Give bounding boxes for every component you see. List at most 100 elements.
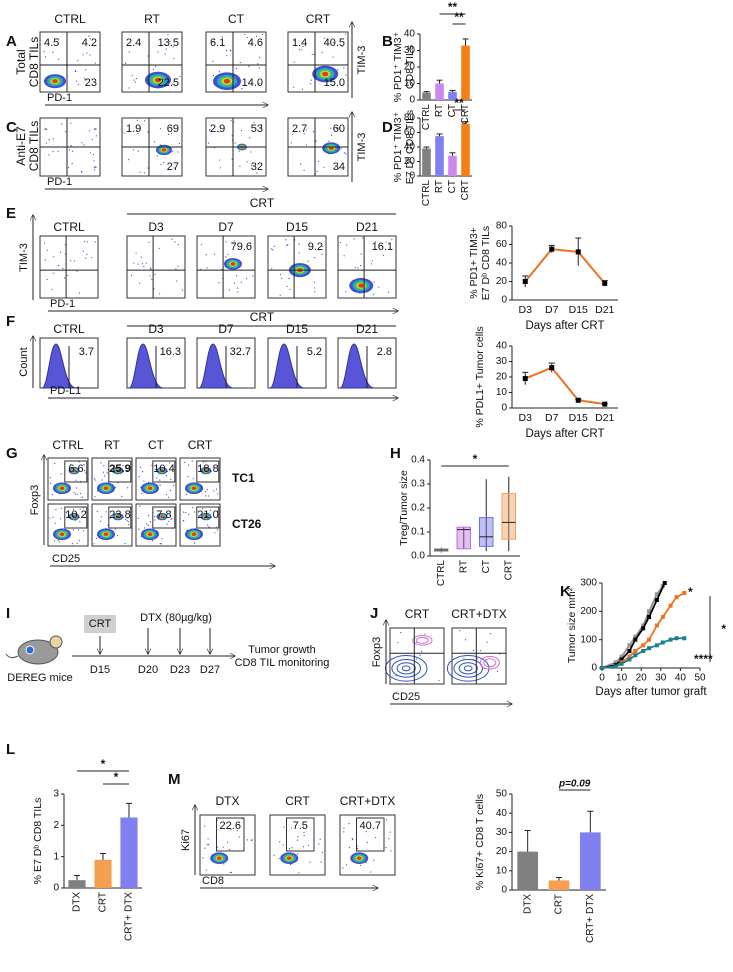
cell-dot [91, 138, 93, 141]
cell-dot [365, 831, 367, 833]
cell-dot [182, 520, 184, 522]
marker [654, 598, 659, 602]
marker [647, 609, 652, 614]
marker [619, 661, 624, 666]
cell-dot [72, 150, 74, 152]
cell-dot [260, 124, 263, 126]
cell-dot [286, 244, 288, 247]
box [456, 526, 471, 550]
cell-density [204, 515, 208, 519]
y-tick-label: 30 [404, 45, 416, 56]
cell-dot [82, 54, 84, 56]
cell-dot [128, 51, 130, 53]
cell-dot [137, 150, 139, 152]
gate-value: 6.1 [210, 37, 225, 49]
y-tick-label: 10 [404, 78, 416, 89]
cell-dot [126, 520, 128, 522]
plot-title: D21 [356, 322, 378, 336]
day-label: D15 [90, 664, 110, 676]
cell-dot [65, 130, 67, 133]
gate-value: 60 [333, 123, 345, 135]
cell-dot [388, 838, 390, 840]
cell-dot [293, 61, 295, 63]
cell-dot [391, 238, 393, 240]
cell-dot [148, 241, 150, 243]
plot-frame [91, 457, 133, 501]
cell-dot [213, 253, 216, 255]
bar [422, 148, 431, 176]
y-axis-label: Treg/Tumor size [398, 470, 410, 546]
plot-title: D21 [356, 220, 378, 234]
marker [575, 397, 581, 403]
gate-value: 69 [167, 123, 179, 135]
marker [613, 660, 618, 665]
cell-dot [270, 248, 272, 250]
cell-dot [360, 253, 362, 255]
marker [674, 636, 679, 641]
cell-dot [382, 254, 384, 256]
cell-dot [159, 293, 161, 295]
x-tick-label: D21 [595, 304, 614, 316]
cell-dot [76, 270, 78, 272]
cell-dot [150, 268, 152, 270]
cell-dot [154, 516, 156, 518]
gate-value: 9.2 [308, 241, 323, 253]
cell-dot [179, 75, 181, 78]
cell-dot [310, 83, 312, 85]
contour [483, 658, 497, 668]
cell-dot [273, 854, 275, 856]
y-tick-label: 10 [496, 387, 508, 398]
cell-dot [154, 273, 156, 275]
cell-dot [230, 119, 232, 122]
y-axis-label: E7 Dᵇ CD8 TILs [404, 110, 416, 184]
cell-dot [73, 260, 76, 262]
cell-dot [127, 159, 130, 161]
cell-dot [378, 286, 380, 288]
cell-dot [71, 163, 73, 165]
cell-density [230, 262, 236, 266]
y-tick-label: 0 [501, 403, 507, 414]
cell-density [356, 856, 362, 861]
cell-dot [132, 149, 135, 151]
cell-dot [390, 850, 392, 852]
y-axis-label: TIM-3 [356, 133, 368, 162]
cell-dot [207, 838, 209, 840]
gate-value: 22.6 [220, 820, 241, 832]
cell-dot [232, 242, 234, 245]
cell-dot [348, 823, 350, 825]
y-tick-label: 100 [580, 634, 597, 645]
cell-dot [79, 508, 81, 510]
cell-dot [194, 511, 196, 513]
cell-dot [343, 831, 345, 833]
cell-dot [223, 863, 225, 865]
cell-dot [55, 509, 57, 511]
plot-title: CTRL [54, 12, 86, 26]
cell-dot [298, 252, 300, 254]
cell-dot [227, 841, 229, 843]
panel-label: B [382, 33, 393, 50]
cell-dot [140, 256, 143, 258]
cell-dot [313, 281, 315, 283]
cell-dot [420, 650, 423, 652]
cell-dot [251, 82, 253, 84]
cell-dot [240, 281, 242, 283]
marker [662, 581, 667, 585]
plot-title: CT [228, 12, 245, 26]
cell-dot [283, 826, 285, 828]
cell-dot [298, 872, 300, 874]
cell-density [223, 78, 231, 84]
bar [517, 851, 539, 890]
cell-dot [52, 138, 54, 140]
cell-dot [168, 133, 170, 135]
cell-dot [171, 238, 173, 240]
cell-dot [153, 141, 156, 143]
cell-dot [79, 521, 81, 523]
gate [64, 506, 88, 529]
y-tick-label: 30 [496, 827, 508, 838]
line [524, 248, 606, 284]
cell-dot [135, 78, 138, 80]
x-axis-label: CD8 [202, 875, 224, 887]
cell-dot [145, 262, 147, 264]
cell-dot [62, 267, 64, 270]
marker [627, 649, 632, 653]
